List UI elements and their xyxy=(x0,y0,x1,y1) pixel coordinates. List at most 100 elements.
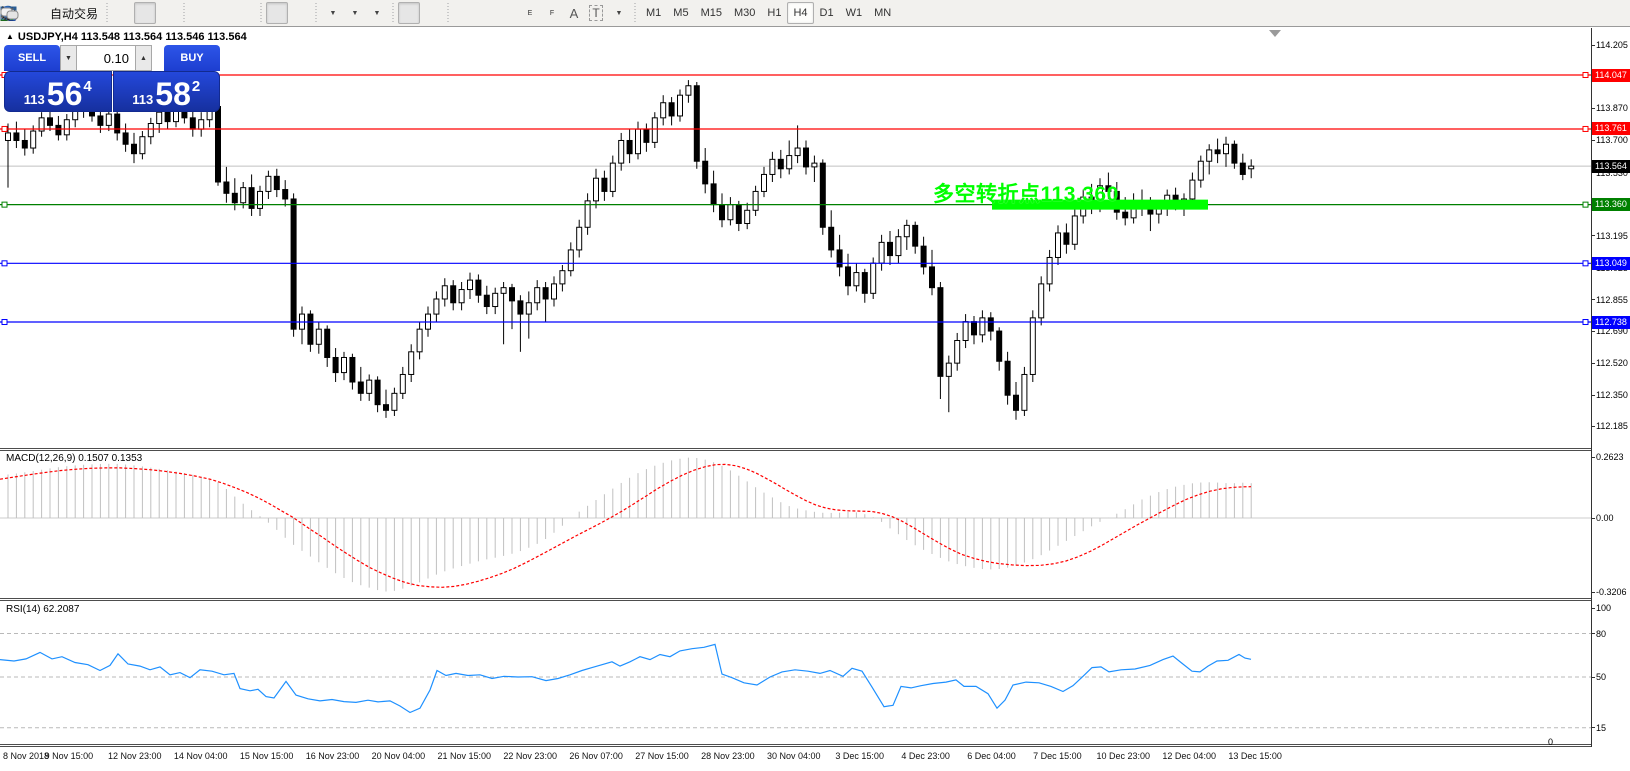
price-axis-label: 112.520 xyxy=(1596,358,1628,369)
candlestick-chart-button[interactable] xyxy=(0,2,157,24)
timeframe-group: M1 M5 M15 M30 H1 H4 D1 W1 MN xyxy=(640,0,897,27)
sell-price-pips: 56 xyxy=(46,76,83,112)
pane-divider xyxy=(0,600,1591,601)
axis-tick xyxy=(1591,108,1595,109)
macd-axis-label: -0.3206 xyxy=(1596,587,1627,598)
periods-button[interactable]: ▼ xyxy=(0,2,365,24)
buy-price-pips: 58 xyxy=(155,76,191,112)
time-axis-label: 20 Nov 04:00 xyxy=(371,751,426,761)
zoom-out-button[interactable] xyxy=(1,2,233,24)
pane-divider[interactable] xyxy=(0,598,1591,599)
market-watch-icon[interactable] xyxy=(0,2,44,24)
axis-tick xyxy=(1591,395,1595,396)
time-axis-label: 14 Nov 04:00 xyxy=(173,751,228,761)
pane-divider xyxy=(0,450,1591,451)
crosshair-button[interactable] xyxy=(1,2,442,24)
time-axis-label: 6 Dec 04:00 xyxy=(967,751,1016,761)
time-axis-label: 28 Nov 23:00 xyxy=(701,751,755,761)
timeframe-button-h1[interactable]: H1 xyxy=(767,7,782,19)
sell-price-figure: 113 xyxy=(23,92,45,107)
templates-button[interactable]: ▼ xyxy=(0,2,387,24)
macd-axis-label: 0.2623 xyxy=(1596,452,1624,463)
timeframe-button-m30[interactable]: M30 xyxy=(733,7,756,19)
pane-divider[interactable] xyxy=(0,448,1591,449)
time-axis-label: 15 Nov 15:00 xyxy=(239,751,294,761)
tile-windows-button[interactable] xyxy=(0,2,255,24)
toolbar-separator xyxy=(389,3,397,23)
price-axis-label: 112.690 xyxy=(1596,326,1628,337)
volume-increase-button[interactable]: ▲ xyxy=(135,45,152,71)
toolbar-separator xyxy=(312,3,320,23)
time-axis-label: 26 Nov 07:00 xyxy=(569,751,623,761)
line-price-badge: 113.761 xyxy=(1592,122,1630,136)
volume-input[interactable]: 0.10 xyxy=(77,45,135,71)
axis-tick xyxy=(1591,518,1595,519)
dropdown-arrow-icon: ▼ xyxy=(329,9,337,17)
bar-chart-button[interactable] xyxy=(0,2,134,24)
rsi-panel[interactable] xyxy=(0,602,1591,743)
line-chart-button[interactable] xyxy=(0,2,178,24)
price-axis-label: 113.700 xyxy=(1596,135,1628,146)
line-price-badge: 112.738 xyxy=(1592,315,1630,329)
buy-price-button[interactable]: 113 58 2 xyxy=(112,71,220,112)
timeframe-button-d1[interactable]: D1 xyxy=(819,7,834,19)
one-click-trading-panel: SELL ▼ 0.10 ▲ BUY 113 56 4 113 58 2 xyxy=(4,45,220,112)
pivot-annotation[interactable]: 多空转折点113.360 xyxy=(933,182,1119,206)
macd-panel[interactable] xyxy=(0,452,1591,597)
sell-button[interactable]: SELL xyxy=(4,45,60,71)
dropdown-arrow-icon: ▼ xyxy=(351,9,359,17)
buy-price-figure: 113 xyxy=(132,92,154,107)
candlestick-chart[interactable] xyxy=(0,28,1591,448)
text-button[interactable]: A xyxy=(563,2,585,24)
axis-tick xyxy=(1591,426,1595,427)
arrows-button[interactable]: ▼ xyxy=(2,2,629,24)
text-label-button[interactable]: T xyxy=(585,2,607,24)
new-chart-button[interactable]: ▼ xyxy=(0,2,343,24)
timeframe-button-m1[interactable]: M1 xyxy=(646,7,662,19)
channel-letter: E xyxy=(527,9,533,17)
time-axis-label: 22 Nov 23:00 xyxy=(503,751,557,761)
timeframe-button-m5[interactable]: M5 xyxy=(673,7,689,19)
autotrading-button[interactable]: 自动交易 xyxy=(1,2,101,24)
timeframe-button-m15[interactable]: M15 xyxy=(700,7,722,19)
dropdown-arrow-icon: ▼ xyxy=(615,9,623,17)
time-axis-label: 7 Dec 15:00 xyxy=(1033,751,1082,761)
chat-button[interactable] xyxy=(0,2,1628,24)
toolbar-separator xyxy=(103,3,111,23)
dropdown-arrow-icon: ▼ xyxy=(373,9,381,17)
sell-price-button[interactable]: 113 56 4 xyxy=(4,71,112,112)
auto-scroll-button[interactable] xyxy=(0,2,289,24)
chart-shift-button[interactable] xyxy=(0,2,310,24)
macd-label: MACD(12,26,9) 0.1507 0.1353 xyxy=(6,453,143,464)
channel-button[interactable]: E xyxy=(0,2,541,24)
timeframe-button-w1[interactable]: W1 xyxy=(845,7,863,19)
axis-tick xyxy=(1591,331,1595,332)
time-axis-label: 10 Dec 23:00 xyxy=(1096,751,1151,761)
cursor-button[interactable] xyxy=(2,2,421,24)
timeframe-button-mn[interactable]: MN xyxy=(874,7,892,19)
zoom-in-button[interactable] xyxy=(1,2,211,24)
rsi-axis-label: 15 xyxy=(1596,722,1607,733)
toolbar-separator xyxy=(631,3,639,23)
toolbar-separator xyxy=(444,3,452,23)
price-axis-label: 112.350 xyxy=(1596,390,1628,401)
volume-decrease-button[interactable]: ▼ xyxy=(60,45,77,71)
fibonacci-letter: F xyxy=(549,9,555,17)
sell-price-point: 4 xyxy=(83,78,92,95)
fibonacci-button[interactable]: F xyxy=(1,2,563,24)
vertical-line-button[interactable] xyxy=(4,2,475,24)
line-price-badge: 113.360 xyxy=(1592,198,1630,212)
line-price-badge: 114.047 xyxy=(1592,68,1630,82)
axis-tick xyxy=(1591,140,1595,141)
trendline-button[interactable] xyxy=(1,2,519,24)
chat-icon xyxy=(0,7,19,19)
axis-tick xyxy=(1591,727,1595,728)
timeframe-button-h4[interactable]: H4 xyxy=(787,2,814,24)
search-button[interactable] xyxy=(1,2,1606,24)
buy-button[interactable]: BUY xyxy=(164,45,220,71)
buy-price-point: 2 xyxy=(191,78,201,95)
horizontal-line-button[interactable] xyxy=(1,2,497,24)
rsi-label: RSI(14) 62.2087 xyxy=(6,604,80,615)
collapse-arrow-icon[interactable]: ▲ xyxy=(6,32,14,41)
